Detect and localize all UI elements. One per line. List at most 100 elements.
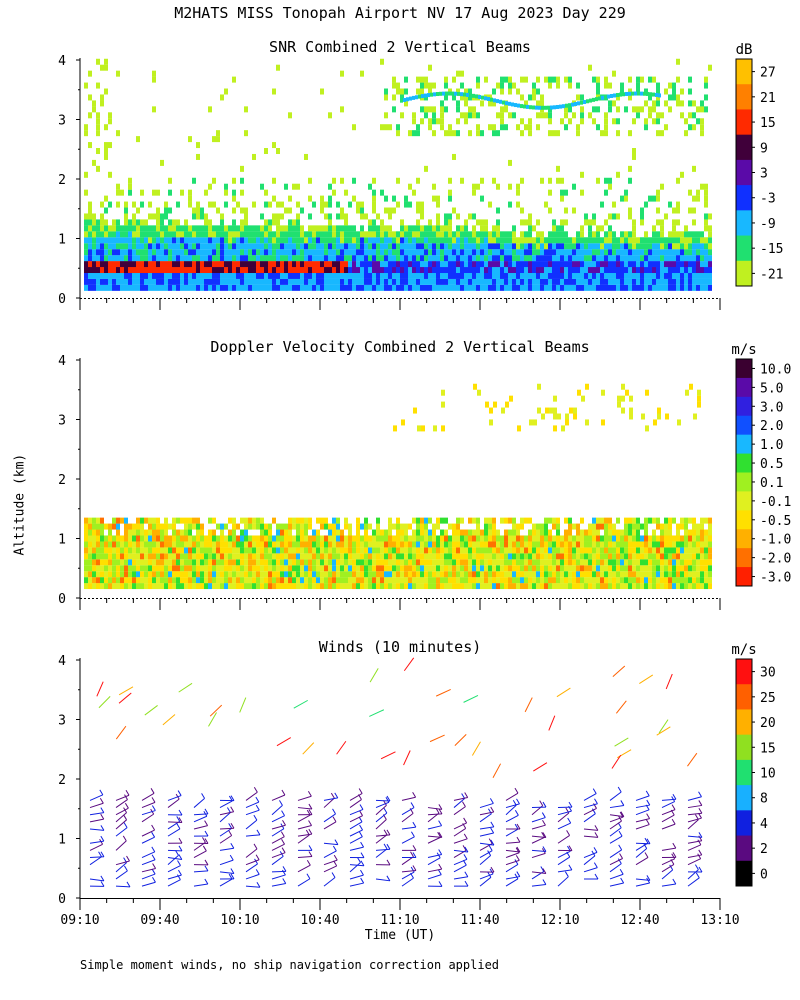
- heatmap-cell: [480, 535, 484, 542]
- heatmap-cell: [640, 541, 644, 548]
- heatmap-cell: [256, 272, 260, 279]
- heatmap-cell: [384, 571, 388, 578]
- heatmap-cell: [276, 529, 280, 536]
- heatmap-cell: [580, 267, 584, 274]
- heatmap-cell: [396, 553, 400, 560]
- heatmap-cell: [616, 249, 620, 256]
- heatmap-cell: [568, 529, 572, 536]
- heatmap-cell: [112, 535, 116, 542]
- heatmap-cell: [581, 395, 585, 402]
- heatmap-cell: [300, 272, 304, 279]
- heatmap-cell: [204, 231, 208, 238]
- heatmap-cell: [584, 267, 588, 274]
- heatmap-cell: [128, 565, 132, 572]
- heatmap-cell: [260, 183, 264, 190]
- heatmap-cell: [100, 565, 104, 572]
- heatmap-cell: [380, 189, 384, 196]
- heatmap-cell: [304, 541, 308, 548]
- heatmap-cell: [444, 231, 448, 238]
- heatmap-cell: [372, 237, 376, 244]
- heatmap-cell: [672, 517, 676, 524]
- heatmap-cell: [356, 541, 360, 548]
- heatmap-cell: [324, 249, 328, 256]
- heatmap-cell: [668, 517, 672, 524]
- heatmap-cell: [212, 201, 216, 208]
- heatmap-cell: [588, 237, 592, 244]
- heatmap-cell: [236, 237, 240, 244]
- heatmap-cell: [556, 76, 560, 83]
- heatmap-cell: [344, 547, 348, 554]
- heatmap-cell: [608, 183, 612, 190]
- heatmap-cell: [348, 243, 352, 250]
- heatmap-cell: [624, 272, 628, 279]
- heatmap-cell: [580, 118, 584, 125]
- heatmap-cell: [500, 237, 504, 244]
- colorbar-label: 15: [760, 116, 776, 131]
- heatmap-cell: [576, 583, 580, 590]
- heatmap-cell: [416, 529, 420, 536]
- heatmap-cell: [144, 547, 148, 554]
- heatmap-cell: [628, 261, 632, 268]
- heatmap-cell: [416, 267, 420, 274]
- heatmap-cell: [260, 237, 264, 244]
- heatmap-cell: [136, 231, 140, 238]
- colorbar-swatch: [736, 510, 752, 530]
- heatmap-cell: [456, 541, 460, 548]
- heatmap-cell: [272, 249, 276, 256]
- heatmap-cell: [652, 547, 656, 554]
- heatmap-cell: [524, 541, 528, 548]
- heatmap-cell: [608, 272, 612, 279]
- heatmap-cell: [536, 124, 540, 131]
- heatmap-cell: [588, 219, 592, 226]
- heatmap-cell: [416, 571, 420, 578]
- heatmap-cell: [556, 130, 560, 137]
- heatmap-cell: [388, 237, 392, 244]
- heatmap-cell: [148, 547, 152, 554]
- heatmap-cell: [96, 517, 100, 524]
- heatmap-cell: [164, 517, 168, 524]
- heatmap-cell: [184, 255, 188, 262]
- heatmap-cell: [272, 213, 276, 220]
- heatmap-cell: [676, 177, 680, 184]
- heatmap-cell: [439, 91, 442, 96]
- heatmap-cell: [436, 571, 440, 578]
- heatmap-cell: [620, 231, 624, 238]
- heatmap-cell: [528, 553, 532, 560]
- heatmap-cell: [188, 559, 192, 566]
- heatmap-cell: [652, 195, 656, 202]
- heatmap-cell: [476, 541, 480, 548]
- heatmap-cell: [704, 565, 708, 572]
- heatmap-cell: [236, 249, 240, 256]
- heatmap-cell: [108, 559, 112, 566]
- plot-content: [84, 58, 712, 291]
- heatmap-cell: [660, 541, 664, 548]
- heatmap-cell: [228, 535, 232, 542]
- heatmap-cell: [556, 225, 560, 232]
- heatmap-cell: [84, 255, 88, 262]
- heatmap-cell: [508, 159, 512, 166]
- heatmap-cell: [144, 577, 148, 584]
- heatmap-cell: [144, 517, 148, 524]
- heatmap-cell: [420, 76, 424, 83]
- heatmap-cell: [352, 571, 356, 578]
- heatmap-cell: [168, 219, 172, 226]
- heatmap-cell: [388, 231, 392, 238]
- heatmap-cell: [136, 243, 140, 250]
- heatmap-cell: [312, 249, 316, 256]
- heatmap-cell: [592, 237, 596, 244]
- heatmap-cell: [540, 261, 544, 268]
- heatmap-cell: [664, 583, 668, 590]
- heatmap-cell: [484, 272, 488, 279]
- heatmap-cell: [656, 88, 660, 95]
- heatmap-cell: [536, 231, 540, 238]
- heatmap-cell: [660, 571, 664, 578]
- heatmap-cell: [188, 571, 192, 578]
- heatmap-cell: [92, 237, 96, 244]
- heatmap-cell: [628, 88, 632, 95]
- heatmap-cell: [576, 237, 580, 244]
- heatmap-cell: [460, 547, 464, 554]
- heatmap-cell: [288, 219, 292, 226]
- heatmap-cell: [176, 547, 180, 554]
- heatmap-cell: [452, 231, 456, 238]
- heatmap-cell: [436, 523, 440, 530]
